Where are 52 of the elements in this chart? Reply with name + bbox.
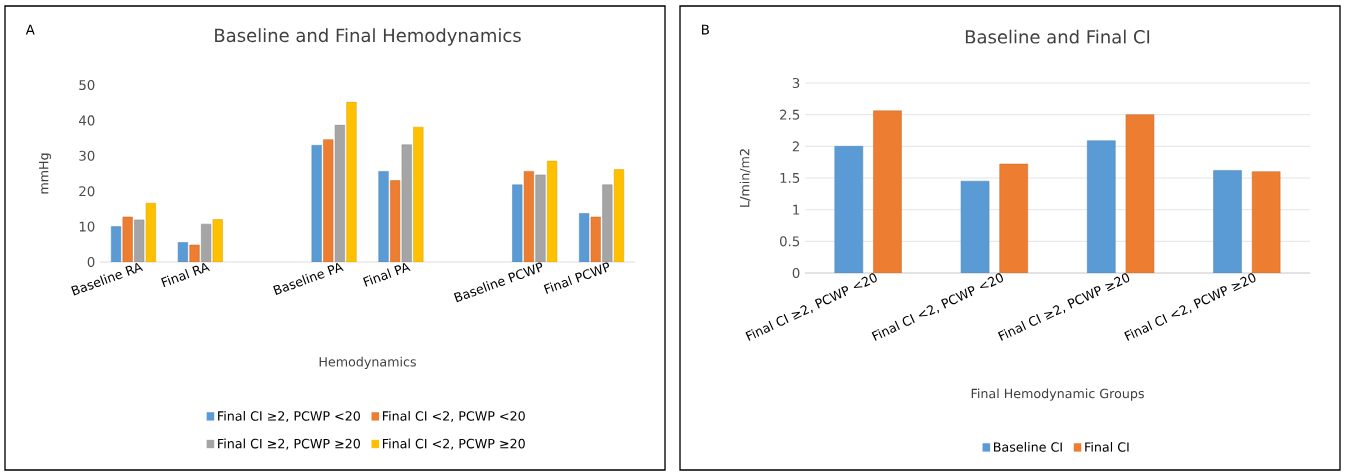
x-axis-title: Final Hemodynamic Groups <box>971 388 1144 401</box>
y-axis-title: L/min/m2 <box>739 149 751 207</box>
bar <box>523 171 534 262</box>
legend-label: Final CI <2, PCWP ≥20 <box>382 438 525 450</box>
legend-label: Final CI <2, PCWP <20 <box>382 410 525 423</box>
bar <box>960 180 990 273</box>
y-tick-label: 30 <box>79 150 95 161</box>
bar <box>999 163 1028 273</box>
bar <box>873 110 902 273</box>
x-tick-label: Final RA <box>161 262 211 288</box>
bar <box>535 174 546 262</box>
y-tick-label: 10 <box>79 221 95 232</box>
chart-title: Baseline and Final Hemodynamics <box>215 28 521 46</box>
y-tick-label: 0 <box>792 267 800 279</box>
chart-title: Baseline and Final CI <box>965 29 1150 44</box>
bar <box>390 180 401 262</box>
bar <box>334 124 345 262</box>
bar <box>122 216 133 262</box>
bar <box>1251 171 1281 273</box>
bar <box>1087 140 1116 273</box>
bar <box>323 139 334 262</box>
bar <box>590 216 601 262</box>
bar <box>401 144 412 262</box>
y-tick-label: 1 <box>793 204 800 215</box>
bar <box>378 171 389 262</box>
bar <box>834 146 864 273</box>
legend-label: Final CI ≥2, PCWP <20 <box>218 410 360 423</box>
legend-label: Baseline CI <box>994 442 1062 452</box>
bar <box>346 101 357 262</box>
y-tick-label: 0 <box>87 256 95 268</box>
y-tick-label: 40 <box>78 115 95 126</box>
bar <box>602 184 613 262</box>
x-tick-label: Final PA <box>363 262 411 287</box>
x-axis-title: Hemodynamics <box>319 356 416 370</box>
bar <box>189 244 200 262</box>
x-tick-label: Final PCWP <box>543 262 610 294</box>
y-axis-title: mmHg <box>39 153 51 194</box>
legend-label: Final CI <box>1085 442 1129 452</box>
legend-label: Final CI ≥2, PCWP ≥20 <box>218 438 360 450</box>
bar <box>134 219 145 262</box>
y-tick-label: 0.5 <box>779 236 800 247</box>
y-tick-label: 50 <box>79 79 95 91</box>
y-tick-label: 2.5 <box>780 109 800 120</box>
y-tick-label: 1.5 <box>780 173 800 183</box>
bar <box>1125 114 1155 273</box>
text: A <box>25 24 35 35</box>
text: B <box>702 24 709 35</box>
bar <box>1213 170 1242 273</box>
bar <box>201 223 212 262</box>
y-tick-label: 2 <box>792 141 799 152</box>
y-tick-label: 20 <box>79 186 95 197</box>
y-tick-label: 3 <box>792 77 800 89</box>
